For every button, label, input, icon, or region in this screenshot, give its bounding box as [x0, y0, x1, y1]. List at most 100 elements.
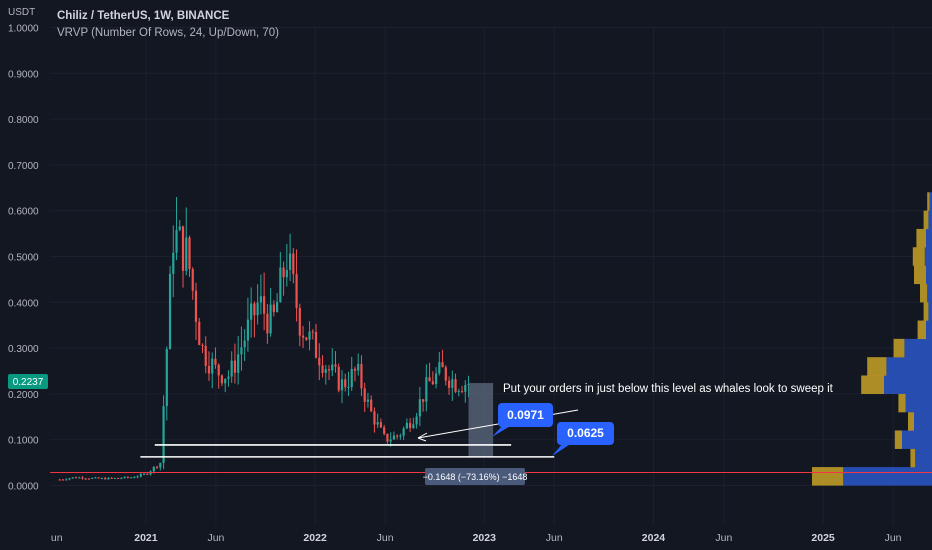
label-lower[interactable]: 0.0625: [552, 422, 614, 456]
candle-body: [318, 357, 321, 366]
candle-body: [191, 268, 194, 291]
volume-profile-bar-down: [894, 430, 902, 449]
volume-profile-bar-up: [904, 338, 932, 358]
candle-body: [438, 362, 441, 374]
chart-title: Chiliz / TetherUS, 1W, BINANCE: [57, 10, 230, 22]
candle-body: [84, 478, 87, 480]
candle-body: [217, 364, 220, 376]
candle-body: [314, 331, 318, 358]
x-tick-label: Jun: [546, 532, 563, 544]
candle-body: [366, 399, 370, 402]
candle-body: [308, 331, 311, 340]
volume-profile-bar-down: [861, 375, 884, 394]
candle-body: [65, 479, 68, 481]
candles: [58, 197, 470, 481]
candle-body: [389, 439, 392, 442]
candle-body: [353, 368, 357, 371]
candle-body: [165, 349, 168, 407]
label-upper-value: 0.0971: [507, 408, 544, 422]
candle-body: [91, 477, 94, 479]
volume-profile-bar-down: [917, 320, 926, 340]
candle-body: [130, 477, 133, 479]
candle-body: [259, 296, 262, 303]
candle-body: [428, 377, 431, 382]
candle-body: [298, 307, 301, 336]
candle-body: [405, 422, 408, 429]
volume-profile-bar-down: [914, 265, 926, 285]
candle-body: [123, 476, 126, 479]
y-tick-label: 0.7000: [8, 161, 39, 172]
candle-body: [159, 462, 162, 468]
candle-body: [285, 269, 288, 278]
candle-body: [136, 476, 139, 478]
volume-profile-bar-down: [912, 247, 925, 266]
candle-body: [58, 479, 61, 481]
candle-body: [451, 379, 454, 388]
candle-body: [155, 466, 159, 468]
volume-profile-bar-up: [928, 210, 932, 230]
candle-body: [220, 375, 224, 384]
candle-body: [418, 399, 421, 417]
candle-body: [94, 477, 97, 479]
candle-body: [357, 363, 360, 371]
x-tick-label: Jun: [207, 532, 224, 544]
indicator-label[interactable]: VRVP (Number Of Rows, 24, Up/Down, 70): [57, 27, 279, 39]
label-upper[interactable]: 0.0971: [492, 403, 553, 437]
candle-body: [211, 358, 214, 374]
candle-body: [61, 479, 65, 481]
candle-body: [185, 237, 188, 271]
candle-body: [168, 273, 172, 350]
candle-body: [409, 422, 412, 429]
volume-profile-bar-up: [843, 467, 932, 486]
measure-label[interactable]: −0.1648 (−73.16%) −1648: [423, 468, 528, 485]
y-tick-label: 0.1000: [8, 436, 39, 447]
candle-body: [146, 473, 149, 475]
candle-body: [266, 313, 269, 334]
volume-profile-bar-up: [924, 247, 932, 266]
candle-body: [344, 379, 347, 388]
y-tick-label: 0.6000: [8, 207, 39, 218]
candle-body: [376, 422, 379, 425]
annotation-note[interactable]: Put your orders in just below this level…: [503, 383, 834, 395]
candle-body: [100, 478, 104, 480]
candle-body: [175, 230, 178, 253]
volume-profile-bar-up: [914, 412, 932, 431]
volume-profile-bar-up: [915, 448, 932, 468]
candle-body: [263, 296, 266, 314]
volume-profile-bar-up: [926, 228, 932, 248]
candle-body: [379, 422, 383, 428]
candle-body: [337, 366, 340, 391]
candle-body: [386, 433, 389, 442]
price-badge: 0.2237: [8, 374, 48, 389]
volume-profile-bar-down: [927, 192, 930, 211]
candle-body: [340, 379, 344, 391]
candle-body: [198, 321, 201, 346]
candle-body: [256, 302, 259, 316]
x-tick-label: 2024: [642, 532, 666, 544]
candle-body: [350, 368, 353, 387]
candle-body: [363, 388, 366, 402]
candle-body: [288, 253, 292, 270]
candle-body: [139, 474, 142, 477]
candle-body: [246, 319, 250, 341]
x-tick-label: 2022: [303, 532, 327, 544]
volume-profile-bar-down: [898, 393, 906, 413]
volume-profile-bar-up: [886, 357, 932, 376]
volume-profile-bar-down: [916, 228, 926, 248]
y-tick-label: 0.2000: [8, 390, 39, 401]
candle-body: [295, 274, 298, 308]
candle-body: [237, 354, 240, 373]
candle-body: [399, 435, 402, 437]
candle-body: [327, 369, 331, 371]
label-lower-value: 0.0625: [567, 426, 604, 440]
volume-profile-bar-down: [923, 302, 929, 321]
candle-body: [117, 477, 120, 479]
candle-body: [87, 478, 91, 480]
measure-label-value: −0.1648 (−73.16%) −1648: [423, 472, 528, 482]
volume-profile-bar-down: [910, 448, 916, 468]
candle-body: [441, 362, 444, 368]
candle-body: [172, 252, 175, 274]
candle-body: [194, 290, 198, 322]
candle-body: [334, 364, 337, 367]
